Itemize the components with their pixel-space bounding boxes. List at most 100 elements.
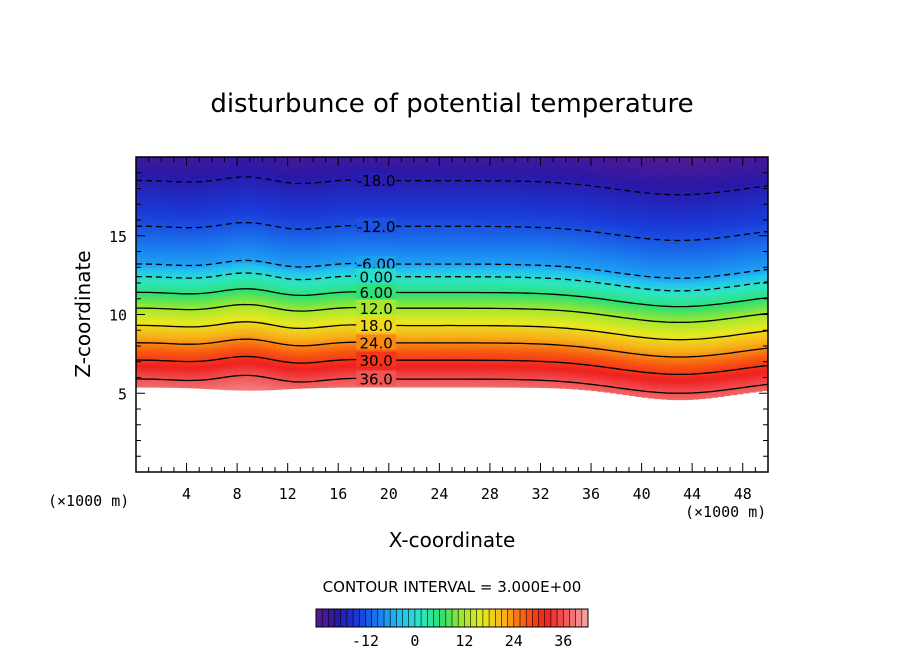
heatmap-cell	[192, 249, 200, 252]
heatmap-cell	[167, 369, 175, 373]
heatmap-cell	[205, 238, 213, 242]
heatmap-cell	[205, 188, 213, 191]
heatmap-cell	[180, 313, 188, 316]
heatmap-cell	[148, 353, 156, 357]
heatmap-cell	[218, 219, 226, 222]
heatmap-cell	[262, 214, 270, 218]
heatmap-cell	[186, 162, 194, 165]
heatmap-cell	[243, 226, 251, 229]
heatmap-cell	[192, 268, 200, 271]
heatmap-cell	[218, 244, 226, 247]
heatmap-cell	[256, 366, 263, 369]
heatmap-cell	[136, 331, 143, 335]
heatmap-cell	[211, 251, 219, 255]
heatmap-cell	[154, 169, 162, 172]
heatmap-cell	[224, 165, 232, 169]
heatmap-cell	[211, 262, 219, 266]
heatmap-cell	[192, 372, 200, 375]
heatmap-cell	[218, 182, 226, 186]
heatmap-cell	[192, 261, 200, 265]
heatmap-cell	[230, 252, 238, 255]
heatmap-cell	[167, 160, 175, 163]
heatmap-cell	[161, 302, 169, 305]
heatmap-cell	[211, 253, 219, 256]
heatmap-cell	[230, 325, 238, 328]
heatmap-cell	[186, 184, 194, 187]
heatmap-cell	[173, 281, 181, 284]
heatmap-cell	[243, 219, 251, 223]
heatmap-cell	[161, 209, 169, 212]
heatmap-cell	[142, 246, 150, 249]
heatmap-cell	[205, 374, 213, 377]
heatmap-cell	[275, 261, 282, 264]
heatmap-cell	[167, 291, 175, 294]
heatmap-cell	[230, 333, 238, 336]
heatmap-cell	[148, 303, 156, 306]
heatmap-cell	[224, 369, 232, 372]
heatmap-cell	[199, 199, 207, 202]
heatmap-cell	[154, 366, 162, 369]
heatmap-cell	[136, 251, 143, 254]
heatmap-cell	[186, 234, 194, 238]
heatmap-cell	[243, 282, 251, 286]
heatmap-cell	[192, 369, 200, 372]
heatmap-cell	[199, 361, 207, 364]
heatmap-cell	[281, 346, 289, 349]
heatmap-cell	[224, 269, 232, 273]
heatmap-cell	[167, 269, 175, 272]
heatmap-cell	[211, 185, 219, 188]
heatmap-cell	[275, 296, 282, 299]
heatmap-cell	[249, 224, 257, 227]
heatmap-cell	[173, 168, 181, 171]
heatmap-cell	[256, 353, 263, 356]
heatmap-cell	[142, 292, 150, 295]
heatmap-cell	[154, 294, 162, 297]
heatmap-cell	[199, 329, 207, 333]
heatmap-cell	[186, 346, 194, 349]
heatmap-cell	[199, 249, 207, 252]
heatmap-cell	[173, 192, 181, 195]
heatmap-cell	[142, 303, 150, 306]
heatmap-cell	[180, 184, 188, 187]
heatmap-cell	[180, 338, 188, 341]
heatmap-cell	[281, 327, 289, 330]
heatmap-cell	[205, 175, 213, 179]
heatmap-cell	[173, 322, 181, 325]
heatmap-cell	[161, 317, 169, 321]
heatmap-cell	[199, 232, 207, 235]
heatmap-cell	[161, 171, 169, 174]
heatmap-cell	[136, 199, 143, 202]
heatmap-cell	[243, 347, 251, 350]
heatmap-cell	[268, 378, 276, 381]
heatmap-cell	[180, 288, 188, 291]
heatmap-cell	[243, 297, 251, 300]
heatmap-cell	[237, 275, 245, 278]
heatmap-cell	[142, 224, 150, 227]
heatmap-cell	[154, 242, 162, 245]
heatmap-cell	[167, 168, 175, 171]
heatmap-cell	[148, 331, 156, 335]
heatmap-cell	[173, 163, 181, 166]
heatmap-cell	[275, 329, 282, 332]
heatmap-cell	[224, 340, 232, 343]
heatmap-cell	[268, 180, 276, 183]
heatmap-cell	[256, 215, 263, 218]
heatmap-cell	[161, 330, 169, 333]
heatmap-cell	[192, 348, 200, 351]
heatmap-cell	[173, 335, 181, 338]
heatmap-cell	[186, 247, 194, 250]
heatmap-cell	[249, 202, 257, 205]
heatmap-cell	[167, 284, 175, 288]
heatmap-cell	[186, 268, 194, 271]
heatmap-cell	[268, 254, 276, 257]
heatmap-cell	[249, 193, 257, 196]
heatmap-cell	[249, 295, 257, 298]
heatmap-cell	[243, 369, 251, 372]
heatmap-cell	[186, 187, 194, 190]
heatmap-cell	[167, 163, 175, 166]
heatmap-cell	[180, 263, 188, 266]
heatmap-cell	[192, 189, 200, 192]
heatmap-cell	[199, 218, 207, 221]
heatmap-cell	[192, 172, 200, 175]
heatmap-cell	[142, 253, 150, 256]
